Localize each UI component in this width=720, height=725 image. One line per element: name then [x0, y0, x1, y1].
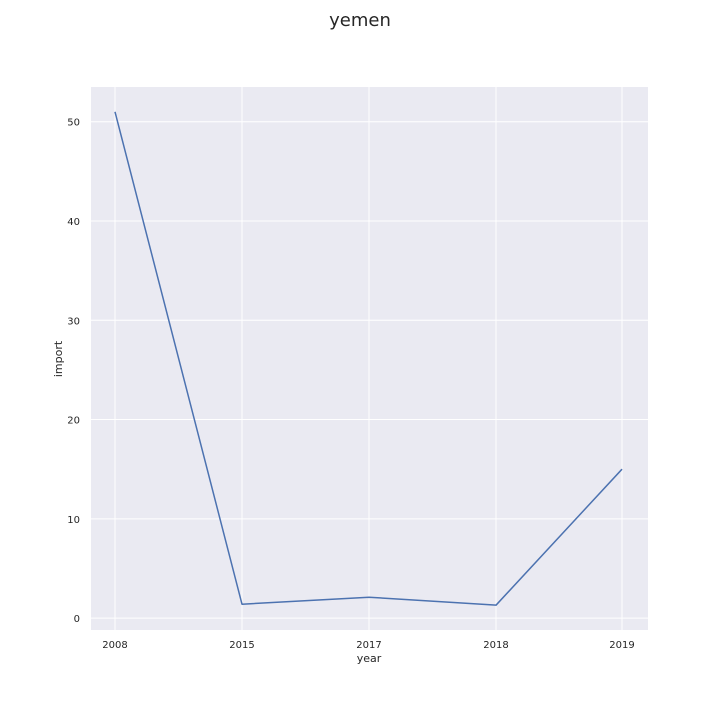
x-axis-label: year [357, 652, 382, 665]
chart-title: yemen [0, 10, 720, 31]
x-tick-label: 2008 [102, 640, 127, 651]
x-tick-label: 2017 [356, 640, 381, 651]
y-tick-label: 10 [67, 515, 80, 526]
y-tick-label: 20 [67, 416, 80, 427]
x-tick-label: 2015 [229, 640, 254, 651]
x-tick-label: 2018 [483, 640, 508, 651]
x-tick-label: 2019 [609, 640, 634, 651]
y-tick-label: 30 [67, 316, 80, 327]
y-axis-label: import [52, 340, 65, 377]
y-tick-label: 50 [67, 118, 80, 129]
y-tick-label: 40 [67, 217, 80, 228]
y-tick-label: 0 [74, 614, 80, 625]
